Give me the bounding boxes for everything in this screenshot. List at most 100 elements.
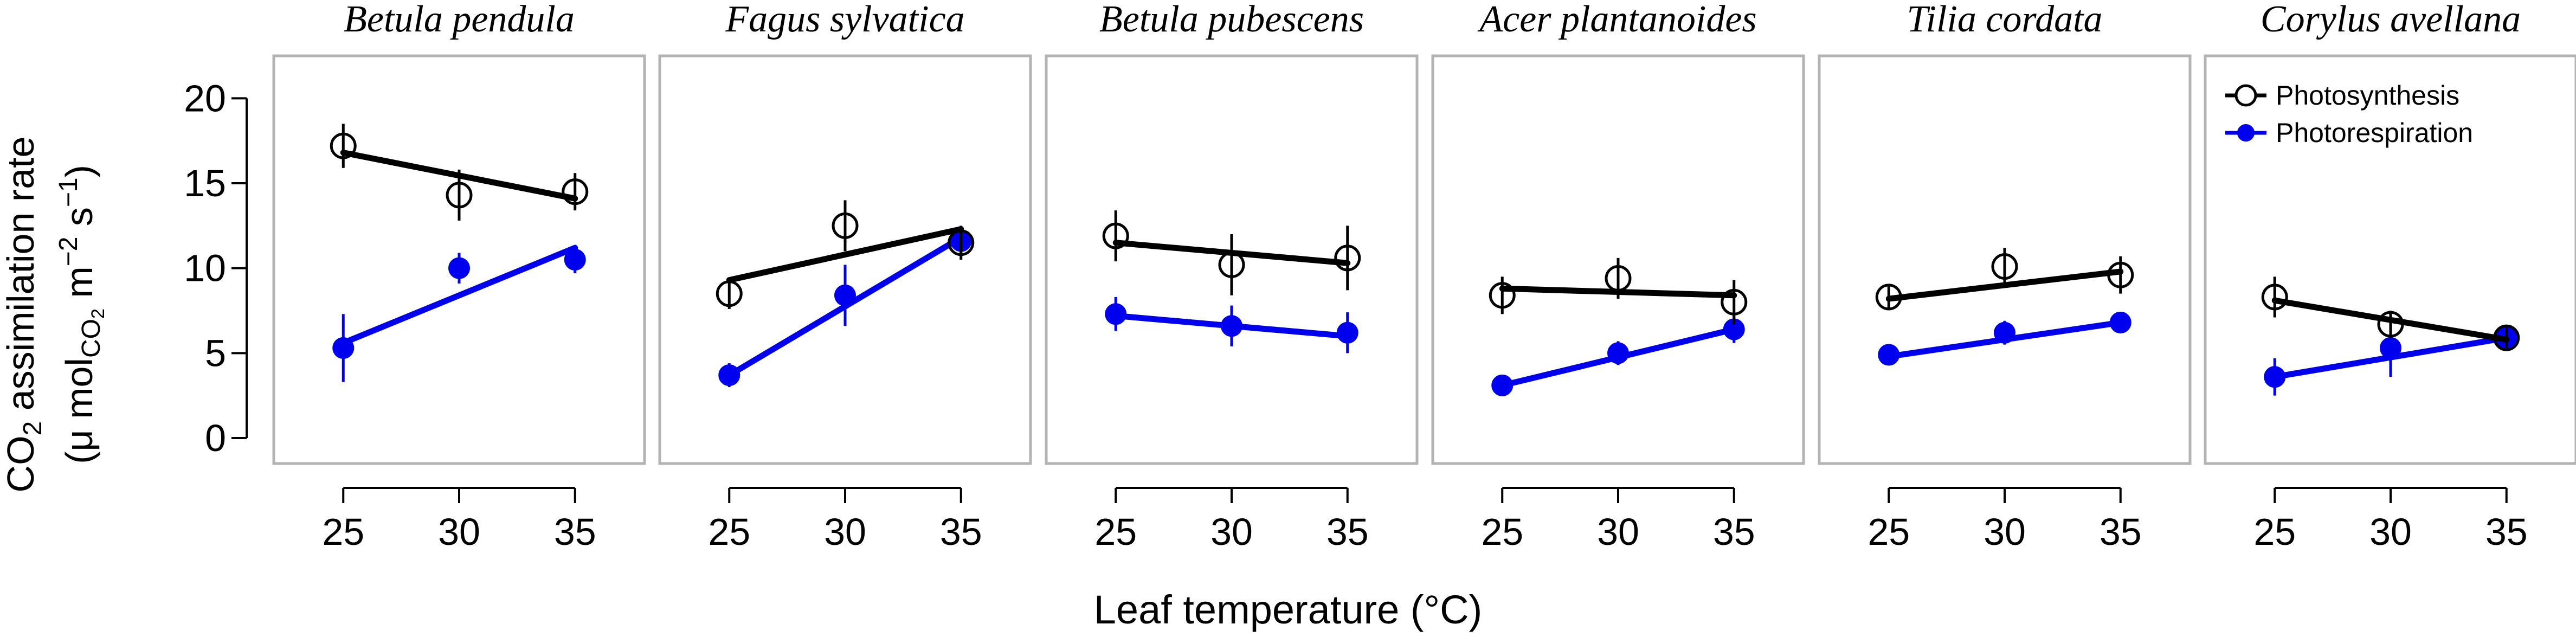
- panel-frame: [1431, 54, 1805, 465]
- y-axis-title-co-subscript: 2: [18, 421, 47, 436]
- data-point: [2109, 311, 2131, 333]
- data-point: [1607, 342, 1629, 364]
- panel-title: Corylus avellana: [2261, 0, 2521, 40]
- legend-entry-photorespiration: Photorespiration: [2225, 118, 2473, 148]
- series-photosynthesis: [1489, 258, 1748, 325]
- y-axis-title-rest: assimilation rate: [0, 137, 42, 421]
- legend: Photosynthesis Photorespiration: [2225, 80, 2473, 148]
- x-tick-label-25: 25: [2253, 511, 2296, 553]
- data-point: [2264, 366, 2286, 388]
- panel-fagus-sylvatica: Fagus sylvatica 25 30 35: [658, 0, 1032, 553]
- data-point: [718, 364, 740, 387]
- x-tick-label-25: 25: [322, 511, 364, 553]
- y-tick-label-0: 0: [205, 417, 226, 459]
- data-point: [1878, 344, 1900, 366]
- x-tick-label-25: 25: [708, 511, 750, 553]
- panel-title: Acer plantanoides: [1477, 0, 1756, 40]
- x-tick-label-35: 35: [940, 511, 982, 553]
- y-tick-label-15: 15: [184, 162, 226, 204]
- x-tick-label-25: 25: [1867, 511, 1910, 553]
- series-photorespiration: [718, 227, 972, 387]
- x-tick-label-35: 35: [1326, 511, 1369, 553]
- data-point: [332, 337, 355, 359]
- series-photosynthesis: [716, 200, 975, 309]
- x-tick-label-30: 30: [1983, 511, 2026, 553]
- data-point: [2493, 324, 2520, 351]
- y-tick-label-5: 5: [205, 332, 226, 374]
- y-axis-units-exp1: −2: [54, 237, 83, 267]
- panel-title: Betula pubescens: [1099, 0, 1364, 40]
- data-point: [1221, 315, 1242, 337]
- panel-frame: [658, 54, 1032, 465]
- data-point: [1102, 222, 1129, 249]
- fit-line: [726, 226, 964, 284]
- legend-label: Photorespiration: [2276, 118, 2473, 148]
- y-axis-units-close: ): [58, 165, 100, 177]
- panel-frame: [272, 54, 646, 465]
- data-point: [716, 280, 743, 307]
- data-point: [1991, 253, 2018, 280]
- data-point: [564, 249, 586, 271]
- data-point: [330, 132, 357, 159]
- panel-title: Tilia cordata: [1907, 0, 2102, 40]
- x-tick-label-25: 25: [1481, 511, 1523, 553]
- panel-acer-plantanoides: Acer plantanoides 25 30 35: [1431, 0, 1805, 553]
- data-point: [1491, 374, 1514, 396]
- x-tick-label-35: 35: [1713, 511, 1755, 553]
- data-point: [2261, 284, 2288, 311]
- x-tick-label-30: 30: [824, 511, 866, 553]
- x-tick-label-30: 30: [1597, 511, 1639, 553]
- y-axis-units-subsub: 2: [88, 308, 108, 319]
- data-point: [448, 257, 470, 279]
- y-axis-units-sub: CO: [77, 319, 106, 358]
- series-photorespiration: [332, 244, 586, 382]
- y-tick-label-10: 10: [184, 247, 226, 289]
- panel-title: Fagus sylvatica: [725, 0, 964, 40]
- panel-title: Betula pendula: [344, 0, 575, 40]
- data-point: [1994, 321, 2015, 344]
- x-tick-label-35: 35: [2100, 511, 2142, 553]
- data-point: [2377, 311, 2404, 338]
- x-tick-label-35: 35: [2485, 511, 2528, 553]
- data-point: [1605, 265, 1632, 292]
- data-point: [562, 178, 589, 205]
- panel-tilia-cordata: Tilia cordata 25 30 35: [1818, 0, 2192, 553]
- data-point: [832, 212, 859, 239]
- data-point: [446, 182, 473, 209]
- data-point: [948, 229, 975, 256]
- series-photorespiration: [1105, 297, 1358, 353]
- x-tick-label-30: 30: [2369, 511, 2412, 553]
- legend-label: Photosynthesis: [2276, 80, 2459, 111]
- panel-frame: [1045, 54, 1419, 465]
- y-axis-units-s: s: [58, 207, 100, 236]
- y-axis: 0 5 10 15 20: [184, 77, 248, 459]
- y-axis-title-co: CO: [0, 435, 42, 492]
- y-axis-units-m: m: [58, 266, 100, 308]
- x-tick-label-35: 35: [554, 511, 596, 553]
- data-point: [1218, 251, 1245, 278]
- data-point: [1334, 244, 1361, 272]
- y-axis-title: CO2 assimilation rate: [0, 137, 47, 493]
- x-tick-label-30: 30: [438, 511, 480, 553]
- panel-corylus-avellana: Corylus avellana 25 30 35: [2204, 0, 2576, 553]
- fit-line: [340, 244, 578, 346]
- legend-marker: [2234, 84, 2257, 107]
- series-photosynthesis: [330, 124, 589, 221]
- legend-entry-photosynthesis: Photosynthesis: [2225, 80, 2459, 111]
- data-point: [834, 284, 856, 306]
- panels: Betula pendula 25 30 35 Fagus sylvatica 25 30 3…: [272, 0, 2576, 553]
- legend-marker: [2237, 124, 2255, 141]
- y-axis-units-open: (μ mol: [58, 358, 100, 464]
- y-tick-label-20: 20: [184, 77, 226, 119]
- series-photosynthesis: [1102, 210, 1361, 295]
- data-point: [1336, 321, 1358, 344]
- series-photosynthesis: [1875, 248, 2134, 311]
- data-point: [1875, 284, 1902, 311]
- panel-frame: [2204, 54, 2576, 465]
- series-photorespiration: [1491, 316, 1745, 396]
- data-point: [1721, 288, 1748, 316]
- panel-frame: [1818, 54, 2192, 465]
- x-tick-label-25: 25: [1094, 511, 1137, 553]
- x-axis-title: Leaf temperature (°C): [1094, 587, 1482, 632]
- series-photosynthesis: [2261, 276, 2520, 351]
